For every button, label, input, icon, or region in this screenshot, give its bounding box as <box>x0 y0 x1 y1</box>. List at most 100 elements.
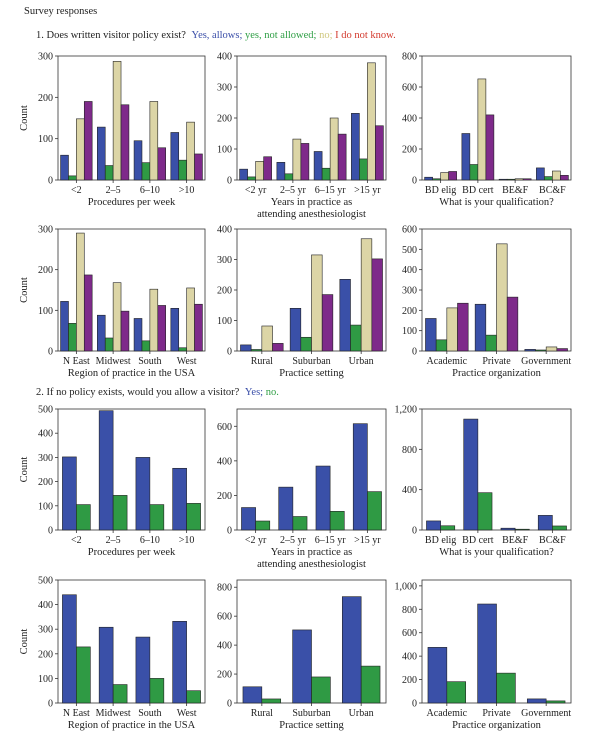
y-tick-label: 200 <box>217 491 232 502</box>
x-tick-label: BC&F <box>539 185 566 196</box>
x-tick-label: Government <box>521 356 571 367</box>
bar-no-1 <box>112 282 122 352</box>
x-axis-label: Practice setting <box>279 368 344 379</box>
y-tick-label: 400 <box>217 641 232 652</box>
y-tick-label: 400 <box>38 600 53 611</box>
y-tick-label: 0 <box>227 347 232 358</box>
bar-yes-not-allowed-3 <box>178 347 187 352</box>
bar-yes-not-allowed-1 <box>300 336 312 352</box>
bar-yes-allows-2 <box>498 178 508 181</box>
bar-yes-allows-1 <box>289 307 302 352</box>
x-tick-label: >10 <box>179 185 195 196</box>
y-axis-label: Count <box>19 457 30 483</box>
y-tick-label: 0 <box>48 699 53 710</box>
y-tick-label: 100 <box>217 316 232 327</box>
x-tick-label: N East <box>63 356 90 367</box>
plot-frame <box>57 579 206 704</box>
bar-yes-allows-0 <box>60 301 69 352</box>
x-tick-label: <2 yr <box>245 185 267 196</box>
bar-yes-not-allowed-2 <box>141 340 151 352</box>
y-tick-label: 100 <box>217 145 232 156</box>
bar-yes-allows-3 <box>170 307 180 352</box>
x-tick-label: BD cert <box>462 185 494 196</box>
bar-no-3 <box>186 287 195 352</box>
y-axis-label: Count <box>19 105 30 131</box>
y-tick-label: 100 <box>38 134 53 145</box>
y-tick-label: 400 <box>402 652 417 663</box>
x-tick-label: Private <box>482 708 511 719</box>
bar-i-do-not-know-0 <box>272 343 284 352</box>
y-tick-label: 600 <box>217 612 232 623</box>
bar-i-do-not-know-3 <box>194 153 203 181</box>
y-tick-label: 500 <box>402 245 417 256</box>
y-tick-label: 800 <box>402 52 417 63</box>
bar-no-1 <box>292 138 302 181</box>
y-axis-label: Count <box>19 277 30 303</box>
bar-yes-not-allowed-1 <box>469 164 479 181</box>
bar-yes-1 <box>98 410 114 531</box>
y-tick-label: 300 <box>217 255 232 266</box>
chart-2: 0 100 200 300 400 <2 yr 2–5 yr 6–15 yr >15 yrYea… <box>217 52 387 220</box>
question-2: 2. If no policy exists, would you allow … <box>36 387 279 398</box>
x-tick-label: West <box>177 708 197 719</box>
bar-no-1 <box>112 61 122 181</box>
bar-no-0 <box>255 520 271 531</box>
bar-yes-2 <box>135 636 151 704</box>
bar-yes-allows-2 <box>339 279 351 352</box>
x-tick-label: 6–15 yr <box>315 535 347 546</box>
bar-yes-not-allowed-2 <box>350 324 362 352</box>
bar-yes-1 <box>477 603 497 704</box>
bar-i-do-not-know-0 <box>263 156 272 181</box>
x-axis-label: What is your qualification? <box>439 547 554 558</box>
x-tick-label: Academic <box>427 356 468 367</box>
y-tick-label: 200 <box>38 649 53 660</box>
x-axis-label: Years in practice as attending anesthesio… <box>257 547 366 570</box>
y-tick-label: 1,200 <box>395 405 418 416</box>
bar-i-do-not-know-1 <box>300 143 310 181</box>
x-tick-label: Private <box>482 356 511 367</box>
y-tick-label: 300 <box>402 286 417 297</box>
bar-no-1 <box>112 495 128 531</box>
bar-yes-allows-0 <box>425 318 437 352</box>
bar-yes-0 <box>426 520 441 531</box>
bar-yes-allows-3 <box>351 113 360 181</box>
x-tick-label: <2 <box>71 535 82 546</box>
y-tick-label: 600 <box>402 628 417 639</box>
bar-no-1 <box>112 684 128 704</box>
bar-no-2 <box>329 117 339 181</box>
y-axis-label: Count <box>19 629 30 655</box>
y-tick-label: 0 <box>227 526 232 537</box>
x-tick-label: >10 <box>179 535 195 546</box>
bar-yes-1 <box>292 629 312 704</box>
bar-yes-allows-1 <box>474 303 487 352</box>
chart-11: 0 200 400 600 800 Rural Suburban Urban Practice … <box>217 579 387 731</box>
bar-no-0 <box>440 172 449 181</box>
bar-no-2 <box>149 288 159 352</box>
x-tick-label: BD cert <box>462 535 494 546</box>
y-tick-label: 0 <box>412 176 417 187</box>
bar-yes-not-allowed-3 <box>544 176 553 181</box>
bar-yes-not-allowed-2 <box>321 167 331 181</box>
bar-yes-not-allowed-0 <box>250 349 263 352</box>
bar-yes-not-allowed-2 <box>535 349 547 352</box>
x-axis-label: Practice setting <box>279 720 344 731</box>
bar-i-do-not-know-2 <box>157 305 166 352</box>
x-tick-label: 2–5 yr <box>280 185 307 196</box>
y-tick-label: 0 <box>48 347 53 358</box>
x-tick-label: 6–15 yr <box>315 185 347 196</box>
x-tick-label: 6–10 <box>140 185 160 196</box>
y-tick-label: 300 <box>38 625 53 636</box>
bar-no-3 <box>186 690 201 704</box>
legend-dont-know: I do not know. <box>335 30 396 41</box>
y-tick-label: 100 <box>38 501 53 512</box>
bar-no-3 <box>367 62 376 181</box>
y-tick-label: 200 <box>217 286 232 297</box>
plot-frame <box>57 408 206 531</box>
y-tick-label: 200 <box>402 145 417 156</box>
plot-frame <box>421 55 572 181</box>
y-tick-label: 200 <box>38 93 53 104</box>
bar-no-3 <box>552 170 561 181</box>
bar-yes-allows-2 <box>133 318 143 352</box>
